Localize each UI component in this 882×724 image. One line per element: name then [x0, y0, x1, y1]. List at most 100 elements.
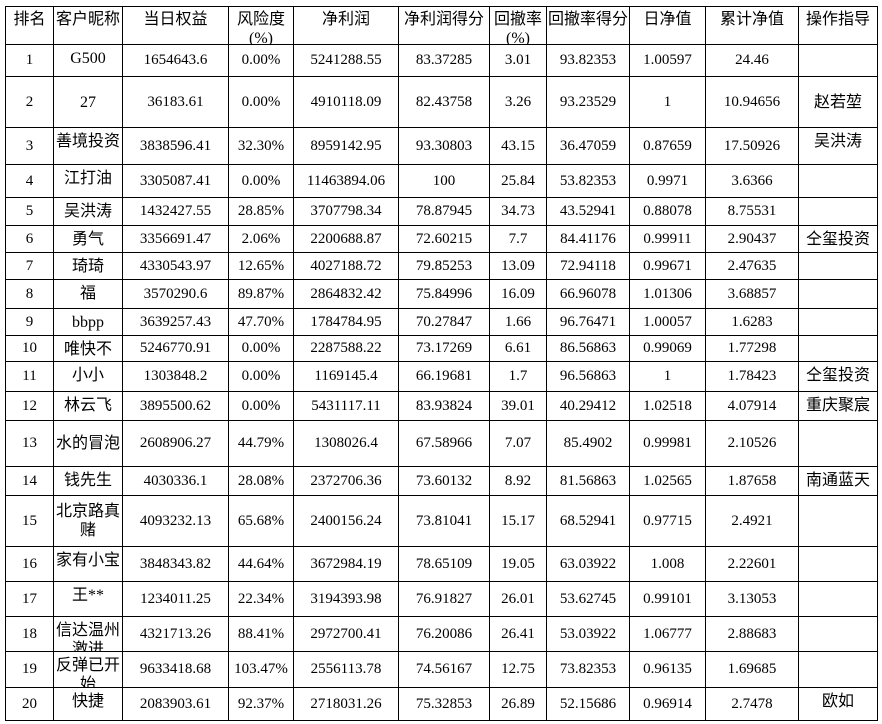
cell-text: 9633418.68 — [139, 661, 212, 677]
cell-text: 0.00% — [241, 172, 281, 189]
cell-drawdown-score: 85.4902 — [546, 420, 630, 467]
cell-text: 0.88078 — [643, 203, 692, 219]
cell-nickname: 江打油 — [53, 164, 123, 198]
cell-text: 11463894.06 — [306, 172, 386, 189]
cell-text: 3 — [25, 137, 34, 154]
cell-text: 9 — [25, 313, 34, 330]
cell-drawdown-score: 93.82353 — [546, 44, 630, 77]
cell-text: 0.99069 — [643, 340, 692, 356]
cell-daily-nav: 1 — [629, 76, 706, 128]
cell-rank: 8 — [5, 279, 54, 309]
cell-net-profit: 2972700.41 — [293, 616, 399, 652]
cell-text: 1 — [663, 368, 672, 384]
cell-text: 林云飞 — [63, 397, 112, 414]
cell-drawdown: 6.61 — [489, 335, 547, 362]
cell-text: 84.41176 — [560, 230, 616, 247]
cell-net-profit: 11463894.06 — [293, 164, 399, 198]
cell-cumulative-nav: 3.68857 — [705, 279, 799, 309]
cell-text: 8.75531 — [727, 203, 777, 219]
cell-equity: 1432427.55 — [122, 197, 229, 226]
cell-text: 17 — [22, 590, 37, 607]
cell-rank: 11 — [5, 361, 54, 392]
cell-drawdown-score: 96.76471 — [546, 308, 630, 336]
cell-text: 78.87945 — [415, 203, 473, 219]
cell-text: 1.008 — [650, 555, 685, 572]
cell-rank: 20 — [5, 687, 54, 721]
cell-profit-score: 83.37285 — [398, 44, 490, 77]
cell-text: 83.93824 — [415, 397, 473, 414]
cell-text: 89.87% — [237, 285, 285, 302]
cell-net-profit: 2400156.24 — [293, 495, 399, 547]
cell-text: 琦琦 — [71, 258, 104, 275]
cell-text: 67.58966 — [415, 435, 473, 451]
cell-text: bbpp — [72, 314, 104, 331]
cell-text: 66.96078 — [559, 285, 617, 302]
cell-drawdown: 1.66 — [489, 308, 547, 336]
cell-text: 73.81041 — [415, 512, 473, 529]
cell-text: 0.99911 — [643, 230, 692, 247]
cell-text: 36.47059 — [559, 137, 617, 154]
cell-text: 103.47% — [234, 661, 288, 677]
cell-text: 73.17269 — [415, 340, 473, 356]
cell-daily-nav: 0.99101 — [629, 581, 706, 617]
header-drawdown: 回撤率(%) — [489, 6, 547, 45]
header-net-profit: 净利润 — [293, 6, 399, 45]
header-risk: 风险度(%) — [228, 6, 294, 45]
cell-net-profit: 2864832.42 — [293, 279, 399, 309]
cell-cumulative-nav: 2.7478 — [705, 687, 799, 721]
cell-rank: 9 — [5, 308, 54, 336]
cell-drawdown-score: 81.56863 — [546, 466, 630, 496]
cell-drawdown-score: 52.15686 — [546, 687, 630, 721]
cell-text: 6.61 — [504, 340, 532, 356]
header-label: 回撤率得分 — [547, 11, 628, 28]
cell-equity: 36183.61 — [122, 76, 229, 128]
cell-drawdown-score: 53.62745 — [546, 581, 630, 617]
cell-cumulative-nav: 1.6283 — [705, 308, 799, 336]
cell-text: 24.46 — [735, 52, 769, 68]
cell-text: 1654643.6 — [143, 52, 208, 68]
cell-guide — [798, 279, 878, 309]
cell-text: 10.94656 — [723, 93, 781, 110]
cell-drawdown: 13.09 — [489, 252, 547, 280]
table-row: 16 家有小宝 3848343.82 44.64% 3672984.19 78.65109… — [5, 546, 878, 582]
cell-nickname: 信达温州激进 — [53, 616, 123, 652]
cell-net-profit: 2718031.26 — [293, 687, 399, 721]
cell-text: 78.65109 — [415, 555, 473, 572]
cell-text: 15 — [22, 512, 37, 529]
cell-drawdown-score: 66.96078 — [546, 279, 630, 309]
cell-text: 44.79% — [237, 435, 285, 451]
table-row: 7 琦琦 4330543.97 12.65% 4027188.72 79.85253 13.… — [5, 252, 878, 280]
cell-text: 赵若堃 — [813, 93, 862, 111]
cell-text: 76.20086 — [415, 625, 473, 642]
cell-text: 1303848.2 — [143, 368, 208, 384]
cell-text — [800, 618, 877, 651]
cell-text: 53.82353 — [559, 172, 617, 189]
cell-text: 22.34% — [237, 590, 285, 607]
cell-cumulative-nav: 3.13053 — [705, 581, 799, 617]
cell-drawdown-score: 63.03922 — [546, 546, 630, 582]
cell-text: 1 — [25, 52, 34, 68]
cell-text: 0.96135 — [643, 661, 692, 677]
cell-nickname: 反弹已开始 — [53, 651, 123, 688]
cell-guide — [798, 420, 878, 467]
cell-text: 善境投资 — [55, 133, 120, 150]
cell-text: 27 — [80, 93, 96, 111]
cell-profit-score: 75.32853 — [398, 687, 490, 721]
cell-daily-nav: 1.008 — [629, 546, 706, 582]
cell-cumulative-nav: 8.75531 — [705, 197, 799, 226]
cell-text: 3895500.62 — [139, 397, 212, 414]
cell-daily-nav: 0.88078 — [629, 197, 706, 226]
cell-text — [800, 281, 877, 308]
cell-text: 43.15 — [501, 137, 535, 154]
cell-text: 8959142.95 — [310, 137, 382, 154]
table-row: 6 勇气 3356691.47 2.06% 2200688.87 72.60215 7.7 8… — [5, 225, 878, 253]
cell-drawdown: 3.01 — [489, 44, 547, 77]
cell-text: 4330543.97 — [139, 257, 212, 274]
cell-guide: 吴洪涛 — [798, 127, 878, 165]
cell-daily-nav: 1.06777 — [629, 616, 706, 652]
cell-net-profit: 4027188.72 — [293, 252, 399, 280]
cell-text: 12.65% — [237, 257, 285, 274]
cell-guide: 赵若堃 — [798, 76, 878, 128]
cell-text: 1.87658 — [727, 472, 777, 489]
cell-text — [800, 337, 877, 361]
